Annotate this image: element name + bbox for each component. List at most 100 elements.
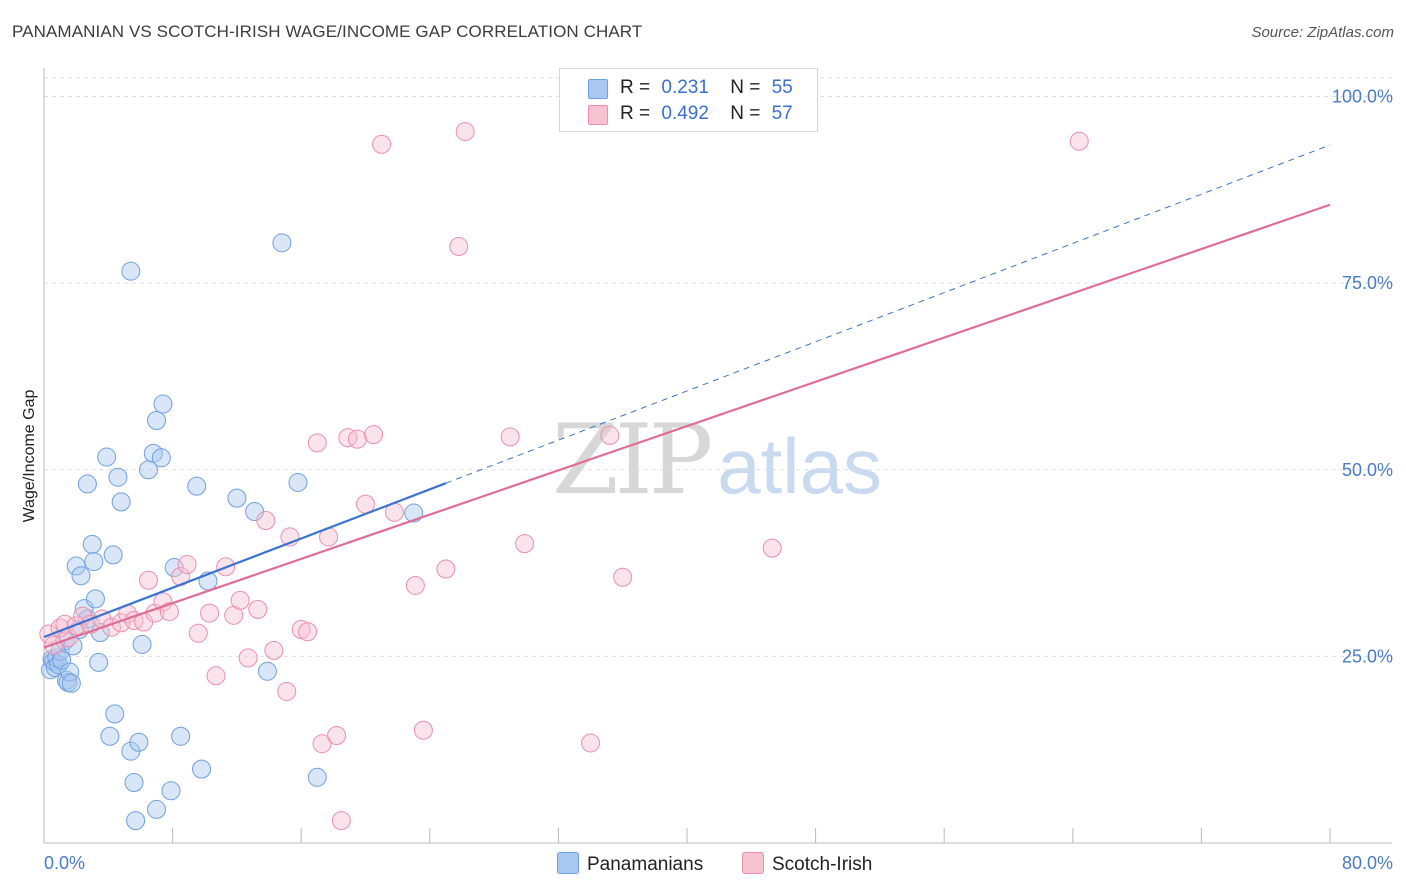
legend-r-label: R = (620, 77, 651, 98)
data-point (66, 556, 86, 576)
trendlines (43, 144, 1331, 649)
data-point (288, 472, 308, 492)
data-point (298, 622, 318, 642)
series-scotch-irish (39, 122, 1089, 831)
legend-swatch-panamanians (588, 79, 608, 99)
axes (43, 68, 1392, 844)
y-axis-label: Wage/Income Gap (21, 390, 38, 523)
data-point (206, 666, 226, 686)
data-point (77, 474, 97, 494)
data-point (129, 732, 149, 752)
data-point (762, 538, 782, 558)
legend-n-label: N = (730, 77, 761, 98)
data-point (264, 640, 284, 660)
x-tick-label: 80.0% (1342, 853, 1393, 873)
data-point (105, 704, 125, 724)
axis-ticks: 25.0% 50.0% 75.0% 100.0% 0.0% 80.0% (44, 87, 1393, 874)
data-point (153, 394, 173, 414)
data-point (515, 534, 535, 554)
data-point (347, 429, 367, 449)
data-point (103, 545, 123, 565)
data-point (200, 603, 220, 623)
data-point (159, 602, 179, 622)
data-point (436, 559, 456, 579)
y-tick-label: 75.0% (1342, 273, 1393, 293)
data-point (405, 575, 425, 595)
y-tick-label: 50.0% (1342, 460, 1393, 480)
data-point (71, 566, 91, 586)
data-point (147, 799, 167, 819)
legend-swatch-scotch-irish (588, 105, 608, 125)
bottom-legend-panamanians: Panamanians (557, 852, 703, 876)
data-point (581, 733, 601, 753)
data-point (227, 488, 247, 508)
data-point (85, 589, 105, 609)
series-panamanians (40, 233, 424, 831)
data-point (151, 448, 171, 468)
data-point (1069, 131, 1089, 151)
x-tick-label: 0.0% (44, 853, 85, 873)
data-point (277, 681, 297, 701)
data-point (171, 726, 191, 746)
legend-n-value: 55 (771, 77, 793, 98)
chart-source: Source: ZipAtlas.com (1251, 24, 1394, 41)
y-tick-label: 100.0% (1332, 87, 1393, 107)
data-point (455, 122, 475, 142)
data-point (111, 492, 131, 512)
watermark-zip: ZIP (552, 404, 713, 516)
data-point (327, 726, 347, 746)
data-point (177, 555, 197, 575)
trendline-solid (43, 203, 1331, 649)
data-point (230, 590, 250, 610)
data-point (413, 720, 433, 740)
watermark-atlas: atlas (717, 422, 882, 510)
data-point (449, 237, 469, 257)
grid (44, 77, 1392, 657)
trendline-solid (43, 482, 447, 638)
data-point (338, 428, 358, 448)
data-point (364, 425, 384, 445)
data-point (256, 511, 276, 531)
data-point (126, 811, 146, 831)
data-point (124, 773, 144, 793)
data-point (307, 767, 327, 787)
data-point (161, 781, 181, 801)
legend-n-label: N = (730, 103, 761, 124)
legend-r-label: R = (620, 103, 651, 124)
y-tick-label: 25.0% (1342, 646, 1393, 666)
data-point (108, 467, 128, 487)
data-point (372, 134, 392, 154)
bottom-legend-label-panamanians: Panamanians (587, 854, 704, 875)
bottom-legend-scotch-irish: Scotch-Irish (742, 852, 872, 876)
legend-r-value: 0.231 (661, 77, 709, 98)
data-point (307, 433, 327, 453)
data-point (100, 726, 120, 746)
data-point (89, 652, 109, 672)
data-point (613, 567, 633, 587)
data-point (121, 261, 141, 281)
data-point (600, 425, 620, 445)
data-point (238, 648, 258, 668)
data-point (84, 552, 104, 572)
data-point (188, 623, 208, 643)
data-point (192, 759, 212, 779)
legend: R = 0.231 N = 55 R = 0.492 N = 57 (559, 68, 818, 132)
data-point (257, 661, 277, 681)
bottom-legend-label-scotch-irish: Scotch-Irish (772, 854, 873, 875)
legend-n-value: 57 (771, 103, 793, 124)
legend-r-value: 0.492 (661, 103, 709, 124)
data-point (61, 673, 81, 693)
watermark: ZIP atlas (552, 404, 882, 516)
data-point (248, 599, 268, 619)
legend-text-scotch-irish: R = 0.492 N = 57 (620, 103, 793, 125)
data-point (331, 811, 351, 831)
trendline-dashed (445, 144, 1331, 484)
data-point (153, 592, 173, 612)
bottom-legend-swatch-scotch-irish (742, 852, 764, 874)
data-point (500, 427, 520, 447)
legend-text-panamanians: R = 0.231 N = 55 (620, 77, 793, 99)
bottom-legend-swatch-panamanians (557, 852, 579, 874)
data-point (132, 634, 152, 654)
data-point (147, 410, 167, 430)
